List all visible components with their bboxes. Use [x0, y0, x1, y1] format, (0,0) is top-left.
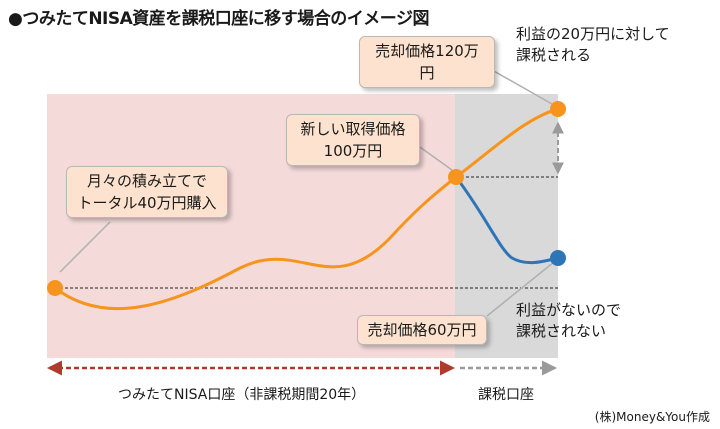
callout-sell-high-text: 売却価格120万円: [375, 42, 479, 82]
credit-text: (株)Money&You作成: [594, 410, 710, 424]
orange-price-curve: [54, 107, 559, 311]
callout-new-cost: 新しい取得価格 100万円: [286, 114, 420, 166]
callout-sell-low: 売却価格60万円: [357, 315, 487, 345]
callout-new-cost-line2: 100万円: [323, 142, 383, 160]
callout-sell-low-text: 売却価格60万円: [367, 321, 477, 339]
note-taxed: 利益の20万円に対して 課税される: [516, 24, 670, 66]
transfer-point: [448, 169, 464, 185]
blue-price-curve: [454, 176, 559, 265]
note-taxed-line1: 利益の20万円に対して: [516, 25, 670, 43]
callout-sell-high: 売却価格120万円: [359, 36, 495, 88]
sell-low-point: [550, 250, 566, 266]
pointer-sell-low: [486, 261, 555, 317]
callout-monthly-purchase: 月々の積み立てで トータル40万円購入: [66, 166, 228, 218]
note-taxed-line2: 課税される: [516, 46, 592, 64]
nisa-region-label: つみたてNISA口座（非課税期間20年）: [118, 387, 366, 403]
callout-new-cost-line1: 新しい取得価格: [300, 120, 406, 138]
sell-high-point: [550, 101, 566, 117]
start-point: [47, 280, 63, 296]
note-not-taxed-line2: 課税されない: [516, 322, 607, 340]
callout-monthly-line1: 月々の積み立てで: [86, 172, 207, 190]
note-not-taxed: 利益がないので 課税されない: [516, 300, 621, 342]
diagram-title: ●つみたてNISA資産を課税口座に移す場合のイメージ図: [8, 9, 429, 29]
callout-monthly-line2: トータル40万円購入: [77, 194, 217, 212]
taxable-region-label: 課税口座: [478, 387, 534, 403]
note-not-taxed-line1: 利益がないので: [516, 301, 622, 319]
pointer-monthly: [59, 221, 111, 273]
